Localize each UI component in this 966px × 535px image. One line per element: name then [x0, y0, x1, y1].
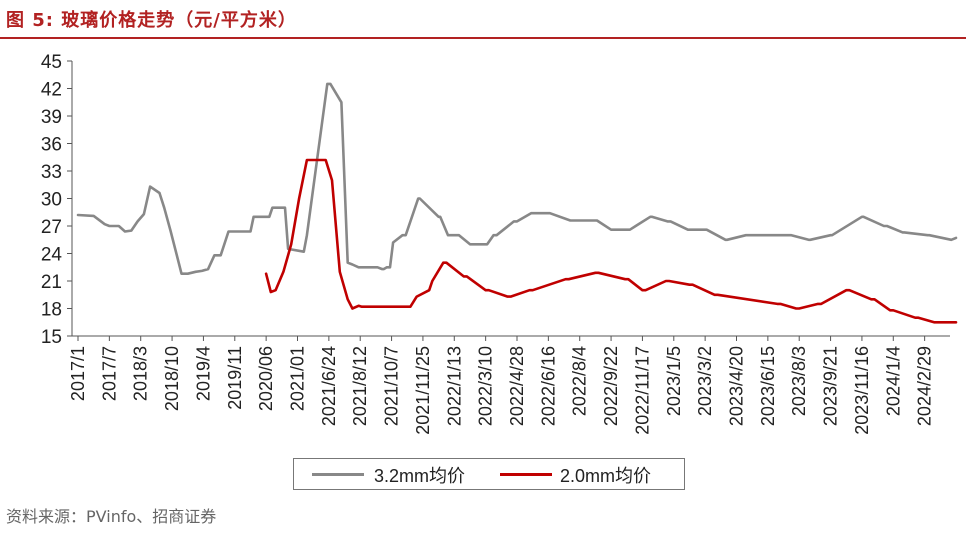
x-tick-label: 2021/10/7: [382, 346, 402, 426]
series-layer: [76, 82, 958, 324]
x-tick-label: 2021/11/25: [413, 346, 433, 435]
legend-label-series-2: 2.0mm均价: [560, 466, 652, 486]
x-tick-label: 2021/8/12: [350, 346, 370, 426]
x-tick-label: 2019/4: [193, 346, 213, 401]
x-axis: 2017/1 2017/7 2018/3 2018/10 2019/4 2019/11 20…: [68, 335, 950, 435]
y-axis: 15 18 21 24 27 30 33 36 39 42 45: [41, 52, 73, 348]
x-tick-label: 2024/1/4: [883, 346, 903, 416]
x-tick-label: 2019/11: [225, 346, 245, 410]
series-line-2: [264, 158, 958, 324]
x-tick-label: 2023/11/16: [852, 346, 872, 435]
x-tick-label: 2024/2/29: [915, 346, 935, 426]
x-tick-label: 2022/3/10: [476, 346, 496, 426]
x-tick-label: 2023/3/2: [695, 346, 715, 416]
x-tick-label: 2018/3: [131, 346, 151, 401]
y-tick-label: 33: [41, 162, 62, 183]
y-tick-label: 21: [41, 272, 62, 293]
y-tick-label: 39: [41, 107, 62, 128]
x-tick-label: 2023/9/21: [821, 346, 841, 426]
title-divider: [0, 37, 966, 39]
x-tick-label: 2022/9/22: [601, 346, 621, 426]
chart-title: 图 5: 玻璃价格走势（元/平方米）: [6, 10, 297, 31]
y-tick-label: 42: [41, 80, 62, 101]
y-tick-label: 18: [41, 300, 62, 321]
legend-label-series-1: 3.2mm均价: [374, 466, 466, 486]
x-tick-label: 2022/8/4: [570, 346, 590, 416]
x-tick-label: 2023/4/20: [727, 346, 747, 426]
x-tick-label: 2022/11/17: [632, 346, 652, 435]
x-tick-label: 2023/8/3: [789, 346, 809, 416]
source-note: 资料来源：PVinfo、招商证券: [6, 507, 217, 526]
x-tick-label: 2018/10: [162, 346, 182, 411]
legend: 3.2mm均价 2.0mm均价: [293, 458, 685, 490]
x-tick-label: 2023/6/15: [758, 346, 778, 426]
y-tick-label: 36: [41, 135, 62, 156]
x-tick-label: 2022/6/16: [538, 346, 558, 426]
y-tick-label: 45: [41, 52, 62, 73]
x-tick-label: 2017/7: [99, 346, 119, 401]
legend-swatch-series-1: [312, 473, 364, 476]
legend-swatch-series-2: [500, 473, 552, 476]
x-tick-label: 2023/1/5: [664, 346, 684, 416]
x-tick-label: 2017/1: [68, 346, 88, 401]
y-tick-label: 24: [41, 245, 63, 266]
x-tick-label: 2021/6/24: [319, 346, 339, 426]
y-tick-label: 30: [41, 190, 62, 211]
y-tick-label: 15: [41, 327, 62, 348]
y-tick-label: 27: [41, 217, 62, 238]
series-line-1: [76, 82, 958, 276]
x-tick-label: 2020/06: [256, 346, 276, 411]
x-tick-label: 2021/01: [288, 346, 308, 411]
x-tick-label: 2022/1/13: [444, 346, 464, 426]
x-tick-label: 2022/4/28: [507, 346, 527, 426]
